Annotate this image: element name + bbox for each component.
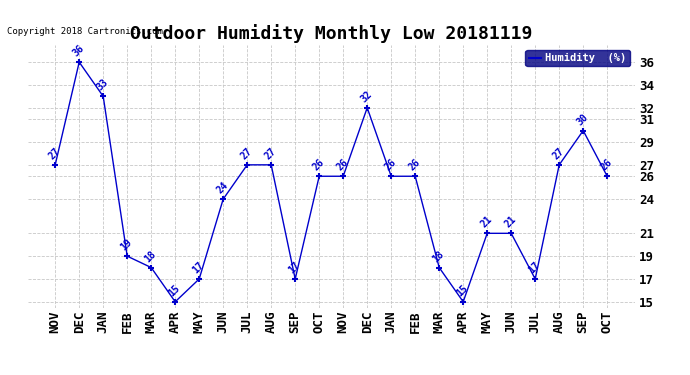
- Text: 26: 26: [383, 158, 398, 173]
- Text: 15: 15: [455, 283, 471, 298]
- Text: 17: 17: [191, 260, 206, 275]
- Text: 36: 36: [71, 43, 86, 58]
- Text: 27: 27: [47, 146, 62, 161]
- Text: Copyright 2018 Cartronics.com: Copyright 2018 Cartronics.com: [7, 27, 163, 36]
- Text: 19: 19: [119, 237, 135, 253]
- Text: 27: 27: [551, 146, 566, 161]
- Text: 18: 18: [431, 249, 446, 264]
- Text: 26: 26: [599, 158, 614, 173]
- Text: 27: 27: [239, 146, 254, 161]
- Text: 24: 24: [215, 180, 230, 195]
- Legend: Humidity  (%): Humidity (%): [525, 50, 629, 66]
- Text: 26: 26: [407, 158, 422, 173]
- Text: 26: 26: [335, 158, 351, 173]
- Text: 27: 27: [263, 146, 278, 161]
- Text: 30: 30: [575, 112, 590, 127]
- Text: 21: 21: [479, 214, 494, 230]
- Text: 33: 33: [95, 77, 110, 93]
- Title: Outdoor Humidity Monthly Low 20181119: Outdoor Humidity Monthly Low 20181119: [130, 24, 533, 44]
- Text: 17: 17: [287, 260, 302, 275]
- Text: 17: 17: [527, 260, 542, 275]
- Text: 26: 26: [311, 158, 326, 173]
- Text: 15: 15: [167, 283, 182, 298]
- Text: 18: 18: [143, 249, 158, 264]
- Text: 21: 21: [503, 214, 518, 230]
- Text: 32: 32: [359, 89, 374, 104]
